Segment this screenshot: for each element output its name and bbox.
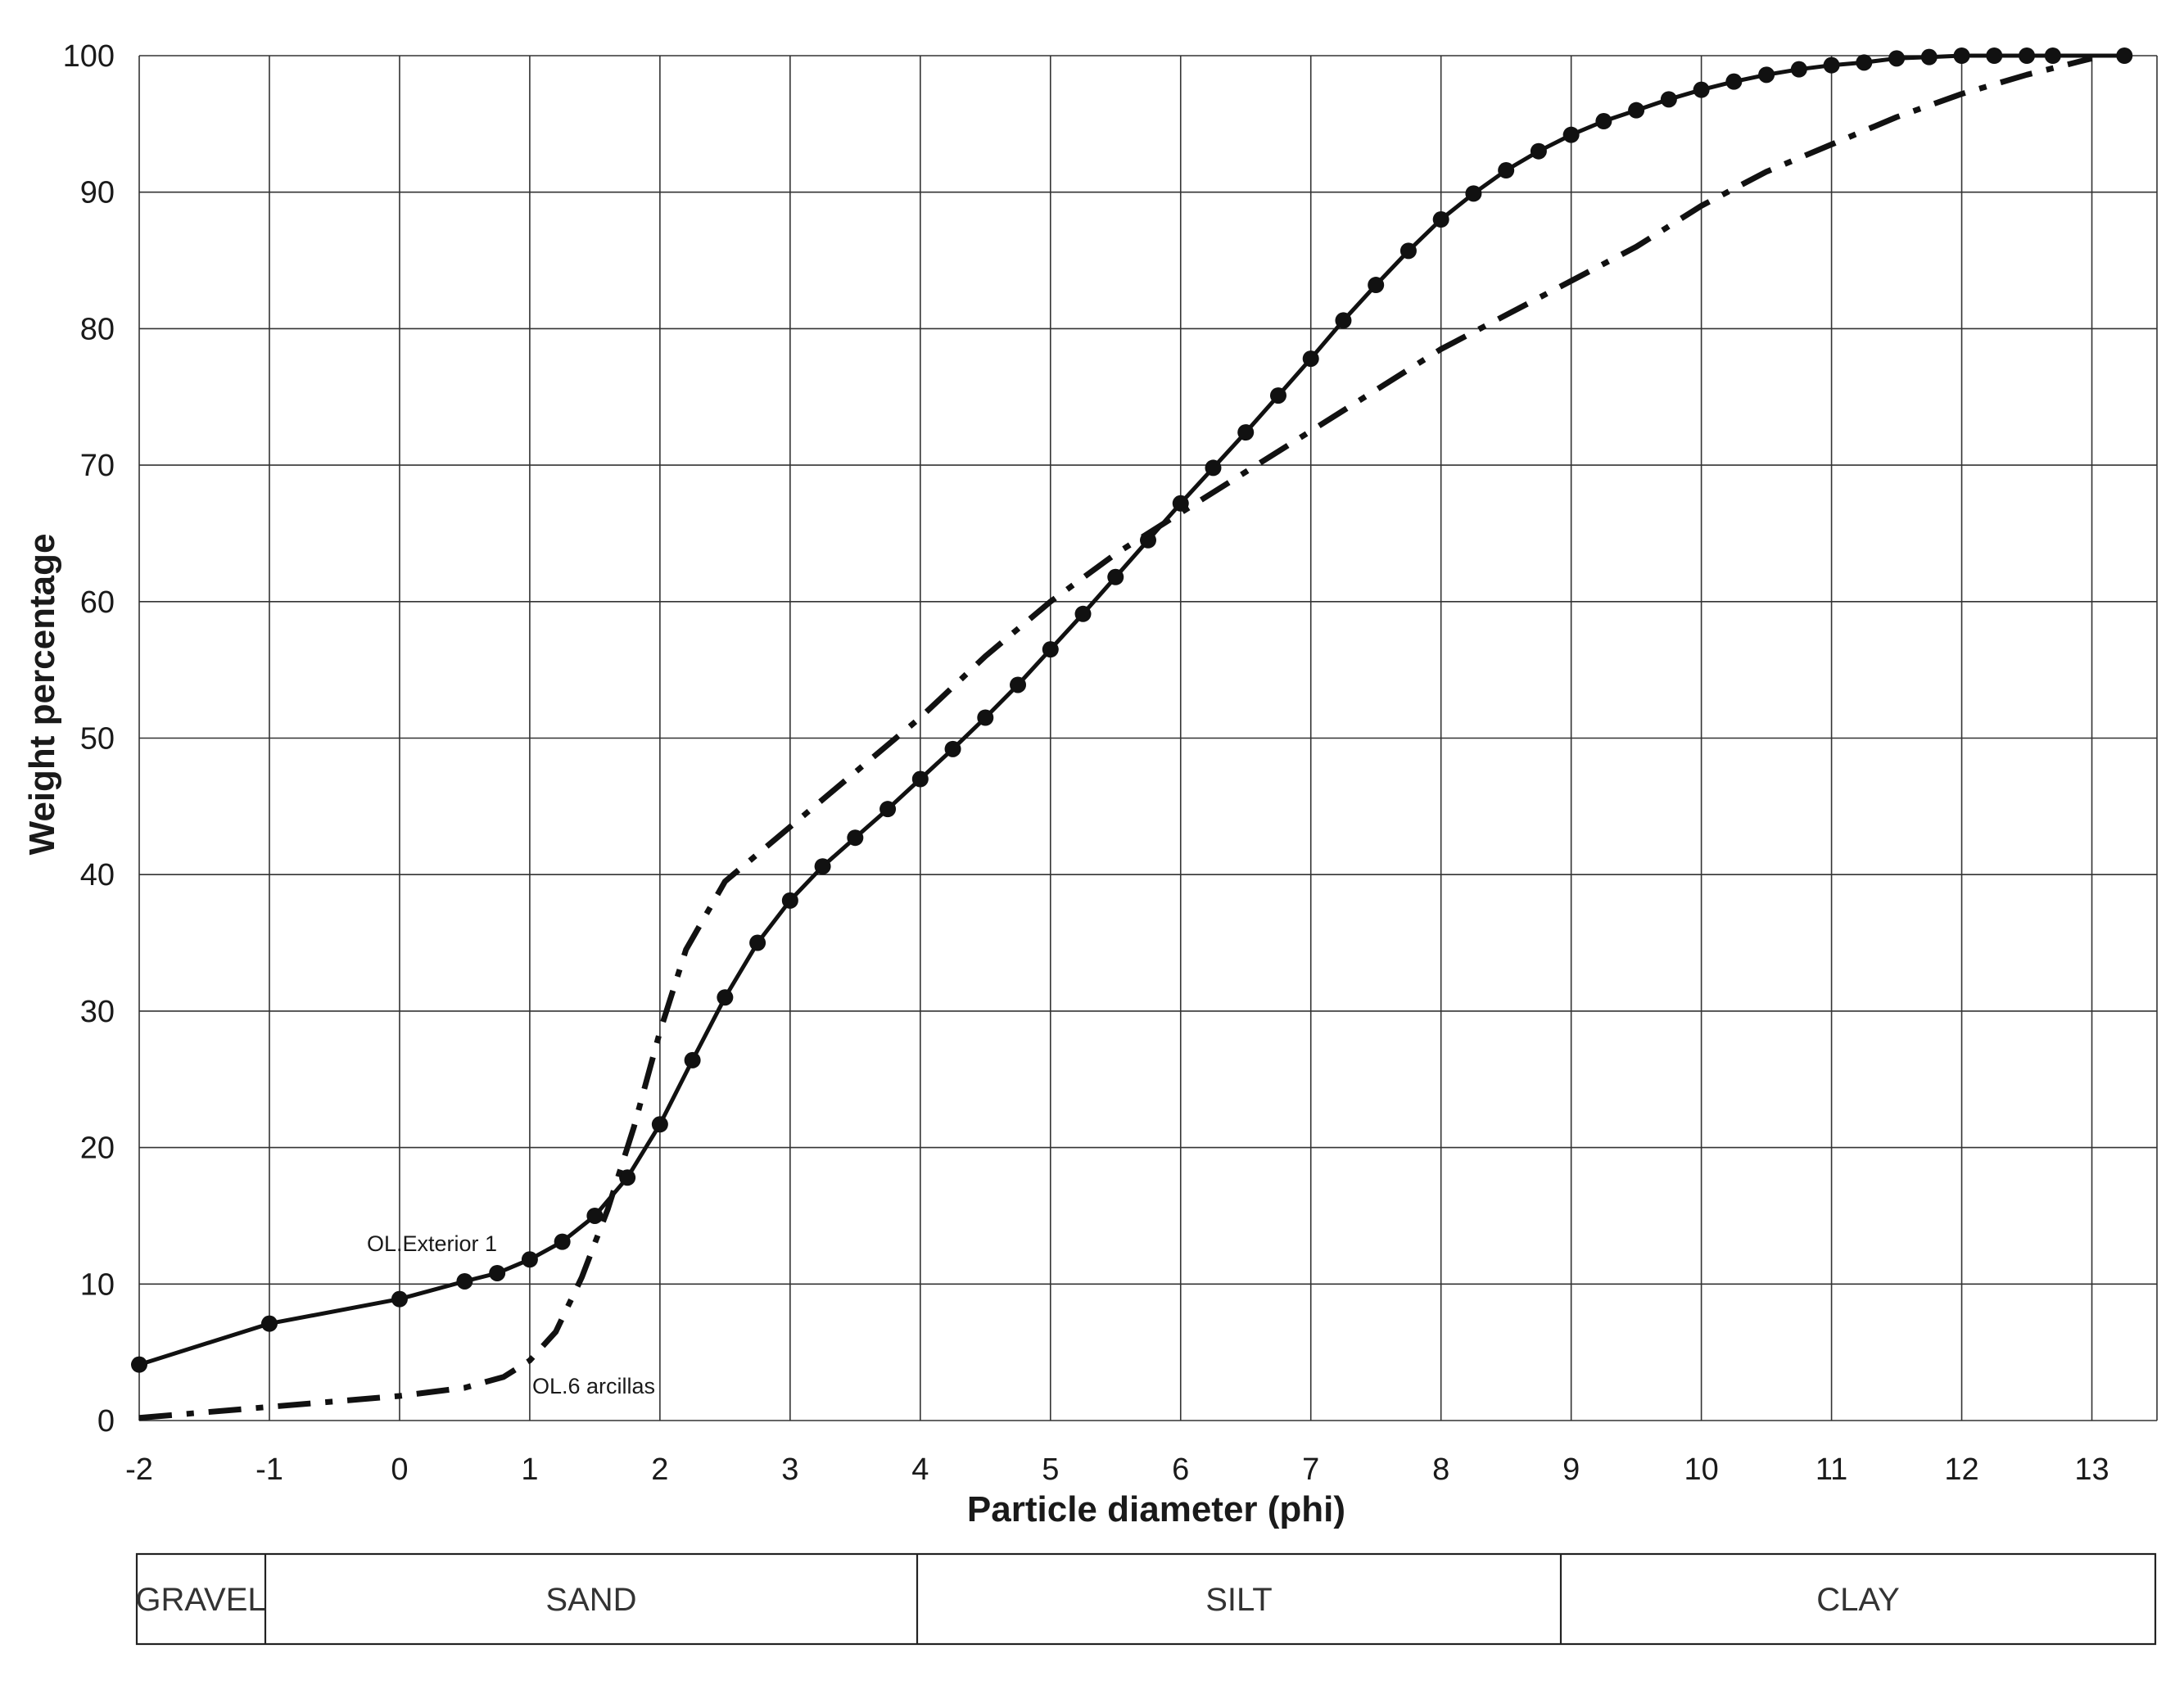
- data-point: [456, 1272, 473, 1290]
- x-tick-label: 3: [781, 1452, 798, 1487]
- size-class-frame: [135, 1552, 2157, 1646]
- data-point: [1399, 242, 1417, 260]
- y-tick-label: 70: [80, 449, 115, 483]
- y-tick-label: 90: [80, 176, 115, 210]
- data-point: [1074, 605, 1092, 622]
- data-point: [1986, 47, 2003, 64]
- data-point: [554, 1233, 571, 1250]
- x-tick-label: 0: [391, 1452, 408, 1487]
- data-point: [651, 1116, 668, 1133]
- data-point: [977, 709, 994, 726]
- x-tick-label: 7: [1302, 1452, 1319, 1487]
- plot-grid: [138, 55, 2158, 1421]
- y-tick-label: 50: [80, 722, 115, 757]
- x-tick-label: -2: [125, 1452, 153, 1487]
- data-point: [2019, 47, 2036, 64]
- data-point: [911, 770, 929, 788]
- data-point: [1856, 54, 1873, 71]
- data-point: [1010, 676, 1027, 693]
- data-point: [749, 934, 766, 951]
- class-label-silt: SILT: [1205, 1582, 1273, 1618]
- x-axis-title: Particle diameter (phi): [967, 1489, 1345, 1529]
- class-label-clay: CLAY: [1816, 1582, 1900, 1618]
- x-tick-label: 9: [1562, 1452, 1580, 1487]
- y-tick-label: 0: [97, 1404, 115, 1439]
- data-point: [1790, 61, 1807, 78]
- data-point: [1237, 424, 1255, 441]
- data-point: [2116, 47, 2133, 64]
- size-class-bar: GRAVEL SAND SILT CLAY: [135, 1552, 2157, 1646]
- y-tick-label: 80: [80, 312, 115, 346]
- class-label-sand: SAND: [545, 1582, 636, 1618]
- x-tick-label: 5: [1042, 1452, 1059, 1487]
- x-tick-label: 11: [1815, 1452, 1847, 1487]
- class-label-gravel: GRAVEL: [135, 1582, 265, 1618]
- y-tick-label: 30: [80, 995, 115, 1029]
- data-point: [1888, 50, 1906, 67]
- axis-ticks: -2 -1 0 1 2 3 4 5 6 7 8 9 10 11 12 13010203040506070809…: [63, 39, 2109, 1487]
- data-point: [1302, 350, 1319, 368]
- data-point: [1498, 162, 1515, 179]
- x-tick-label: 13: [2074, 1452, 2109, 1487]
- data-point: [489, 1264, 506, 1281]
- data-point: [586, 1207, 604, 1224]
- data-point: [781, 892, 798, 909]
- data-point: [1107, 568, 1124, 585]
- data-point: [717, 989, 734, 1006]
- data-point: [1432, 211, 1449, 228]
- annotation-ol-exterior-1: OL.Exterior 1: [367, 1231, 497, 1256]
- data-point: [1042, 641, 1059, 658]
- y-tick-label: 10: [80, 1267, 115, 1302]
- data-point: [521, 1251, 538, 1268]
- data-point: [1530, 142, 1547, 160]
- data-point: [944, 740, 961, 757]
- x-tick-label: 12: [1944, 1452, 1978, 1487]
- data-point: [1465, 185, 1482, 202]
- data-point: [1758, 66, 1775, 84]
- data-point: [1562, 126, 1580, 143]
- data-point: [814, 858, 831, 875]
- data-point: [847, 829, 864, 847]
- data-point: [391, 1290, 408, 1308]
- data-point: [1660, 91, 1677, 108]
- data-point: [1693, 81, 1710, 98]
- x-tick-label: 6: [1172, 1452, 1189, 1487]
- x-tick-label: 8: [1432, 1452, 1449, 1487]
- data-point: [1920, 48, 1938, 66]
- data-point: [1335, 312, 1352, 329]
- data-point: [684, 1051, 701, 1068]
- data-point: [619, 1169, 636, 1186]
- x-tick-label: 1: [521, 1452, 538, 1487]
- data-point: [1595, 113, 1612, 130]
- data-point: [131, 1356, 147, 1373]
- y-tick-label: 20: [80, 1132, 115, 1166]
- series-line-ol-exterior-1: [138, 53, 2125, 1367]
- annotation-ol-6-arcillas: OL.6 arcillas: [532, 1374, 655, 1398]
- x-tick-label: 2: [651, 1452, 668, 1487]
- x-tick-label: 4: [911, 1452, 929, 1487]
- y-tick-label: 100: [63, 39, 115, 74]
- data-point: [1953, 47, 1970, 64]
- data-point: [2044, 47, 2061, 64]
- data-point: [1725, 73, 1743, 90]
- y-axis-title: Weight percentage: [22, 534, 62, 856]
- data-point: [1269, 387, 1286, 404]
- data-point: [879, 801, 897, 818]
- plot-series: [131, 47, 2133, 1421]
- y-tick-label: 40: [80, 858, 115, 892]
- series-line-ol-6-arcillas: [138, 55, 2093, 1421]
- y-tick-label: 60: [80, 585, 115, 620]
- data-point: [1368, 277, 1385, 294]
- data-point: [1205, 459, 1222, 477]
- data-point: [260, 1315, 278, 1332]
- data-point: [1823, 56, 1840, 74]
- data-point: [1628, 102, 1645, 119]
- x-tick-label: 10: [1684, 1452, 1718, 1487]
- x-tick-label: -1: [255, 1452, 283, 1487]
